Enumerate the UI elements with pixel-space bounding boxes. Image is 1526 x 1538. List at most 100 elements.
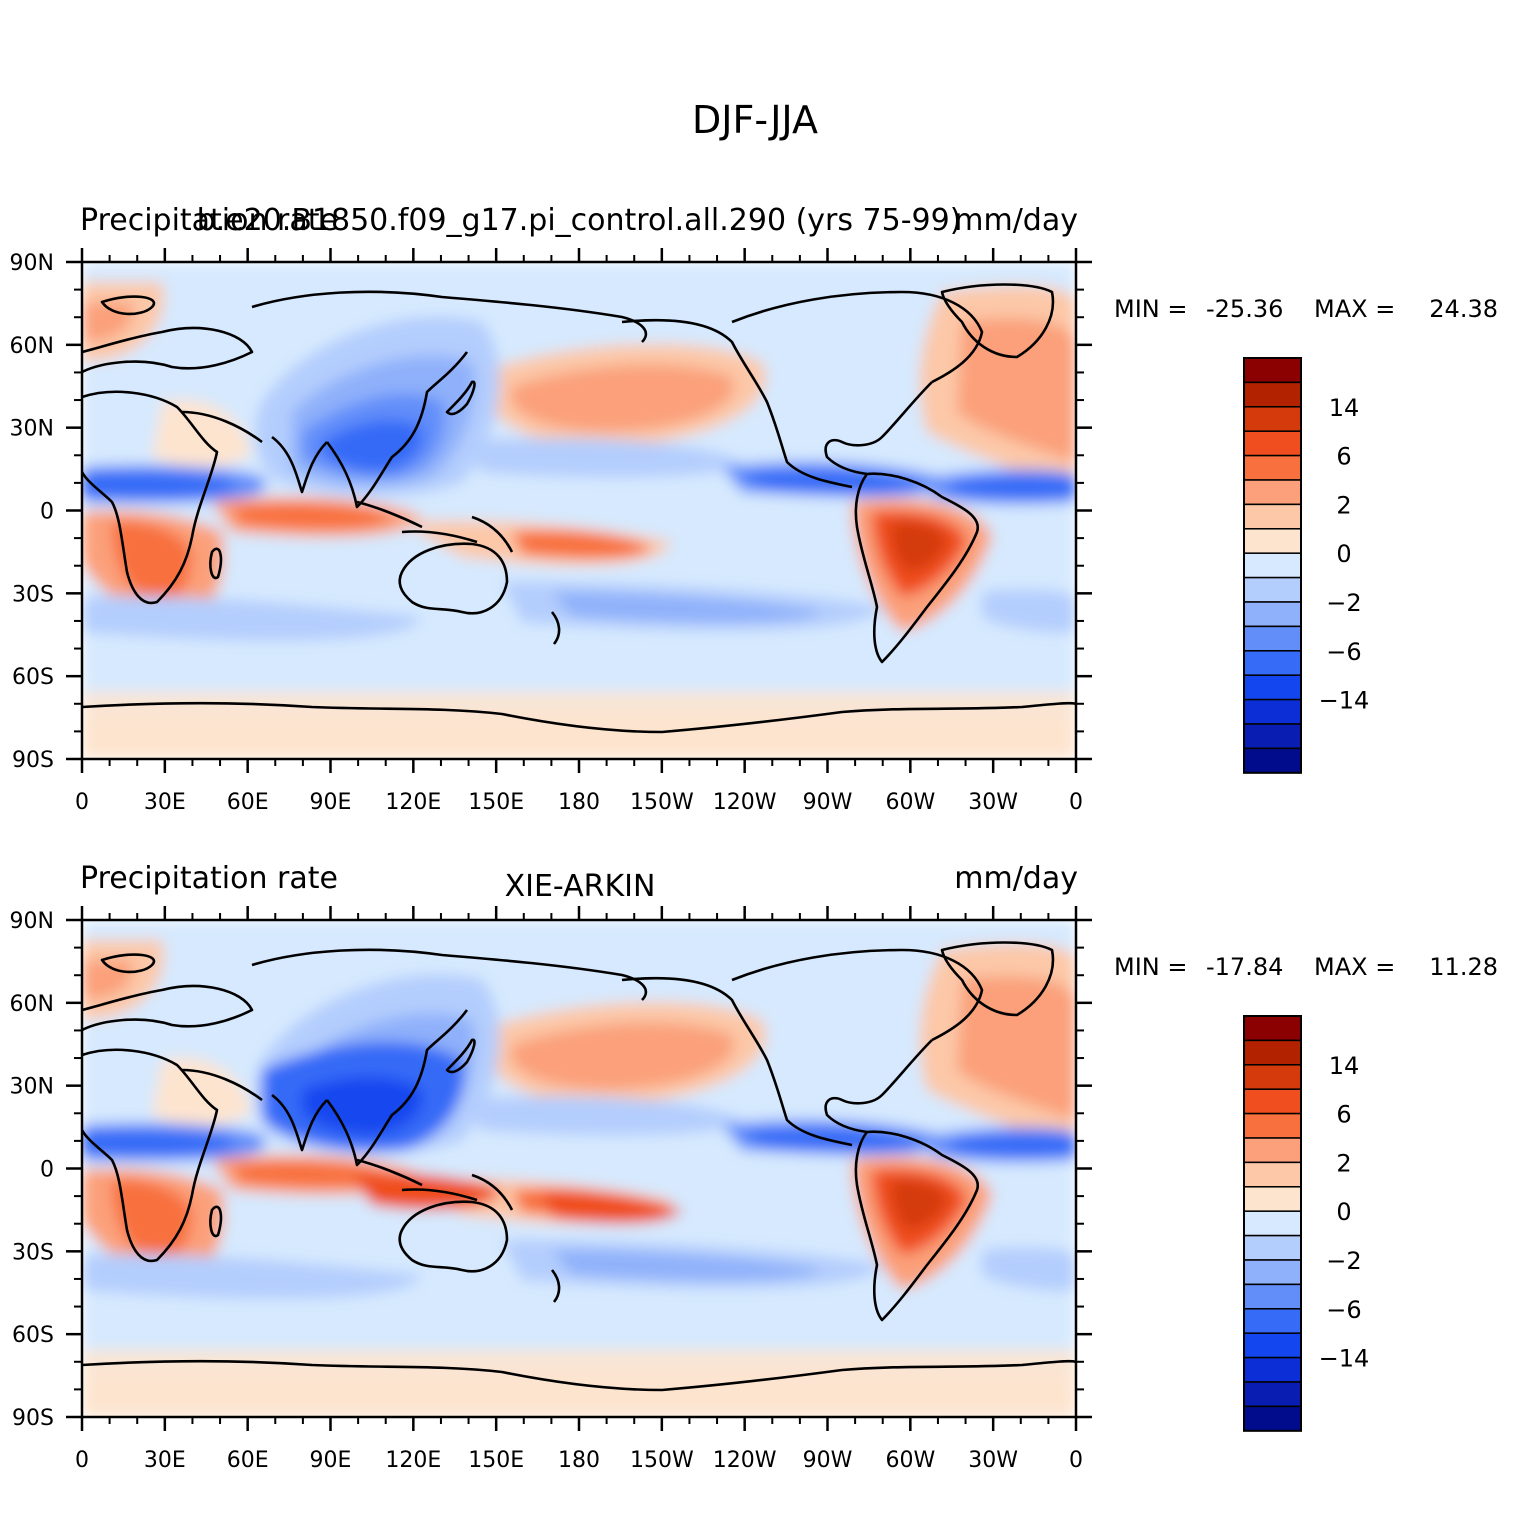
colorbar-swatch — [1243, 1161, 1302, 1188]
panel-model: Precipitation rate b.e20.B1850.f09_g17.p… — [10, 203, 1498, 815]
lon-tick-label: 0 — [75, 1448, 89, 1473]
colorbar-label: 6 — [1336, 1101, 1351, 1129]
colorbar-swatch — [1243, 503, 1302, 530]
lon-tick-label: 30E — [144, 790, 186, 815]
colorbar-swatch — [1243, 1234, 1302, 1261]
colorbar-swatch — [1243, 698, 1302, 725]
panel-observations: Precipitation rate XIE-ARKIN mm/day 0 30E… — [10, 861, 1498, 1473]
colorbar-swatch — [1243, 454, 1302, 481]
lon-tick-label: 0 — [75, 790, 89, 815]
lat-tick-label: 90N — [10, 909, 54, 934]
colorbar-swatch — [1243, 747, 1302, 774]
lon-tick-label: 150E — [468, 1448, 524, 1473]
lon-tick-label: 0 — [1069, 1448, 1083, 1473]
contour-field — [82, 920, 1076, 1417]
panel-left-title: Precipitation rate — [80, 203, 338, 238]
panel-right-title: mm/day — [954, 861, 1078, 896]
figure-title: DJF-JJA — [692, 98, 818, 142]
colorbar-swatch — [1243, 1210, 1302, 1237]
lon-tick-label: 120W — [713, 790, 777, 815]
lat-tick-label: 90N — [10, 251, 54, 276]
colorbar-label: 6 — [1336, 443, 1351, 471]
colorbar-swatch — [1243, 1308, 1302, 1334]
colorbar-swatch — [1243, 1186, 1302, 1212]
lat-tick-label: 60S — [12, 1323, 54, 1348]
colorbar-swatch — [1243, 576, 1302, 603]
lat-tick-label: 60N — [10, 334, 54, 359]
lat-tick-label: 30S — [12, 1240, 54, 1265]
colorbar-swatch — [1243, 601, 1302, 628]
colorbar-swatch — [1243, 1088, 1302, 1115]
lon-tick-label: 90W — [803, 1448, 853, 1473]
colorbar-swatch — [1243, 1356, 1302, 1383]
stats-min-label: MIN = — [1114, 295, 1187, 323]
lon-tick-label: 60W — [885, 1448, 935, 1473]
colorbar-swatch — [1243, 430, 1302, 457]
lon-tick-label: 180 — [558, 1448, 600, 1473]
colorbar-label: 2 — [1336, 491, 1351, 519]
lon-tick-label: 120E — [385, 790, 441, 815]
colorbar: 14 6 2 0 −2 −6 −14 — [1243, 357, 1370, 774]
colorbar-label: 2 — [1336, 1149, 1351, 1177]
lon-tick-label: 60E — [227, 790, 269, 815]
colorbar-label: −2 — [1326, 589, 1361, 617]
stats-max-label: MAX = — [1314, 953, 1395, 981]
lon-tick-label: 30W — [968, 790, 1018, 815]
lon-tick-label: 90W — [803, 790, 853, 815]
panel-right-title: mm/day — [954, 203, 1078, 238]
colorbar-swatch — [1243, 381, 1302, 408]
colorbar-label: −14 — [1319, 687, 1370, 715]
colorbar-swatch — [1243, 1332, 1302, 1359]
colorbar-swatch — [1243, 1015, 1302, 1042]
colorbar-label: 0 — [1336, 1198, 1351, 1226]
lon-tick-label: 60E — [227, 1448, 269, 1473]
lat-tick-label: 60N — [10, 992, 54, 1017]
colorbar-swatch — [1243, 1137, 1302, 1164]
panel-center-title: b.e20.B1850.f09_g17.pi_control.all.290 (… — [197, 203, 962, 238]
colorbar-swatch — [1243, 1405, 1302, 1432]
contour-field — [82, 262, 1076, 759]
colorbar-label: −6 — [1326, 638, 1361, 666]
colorbar-swatch — [1243, 552, 1302, 579]
colorbar-swatch — [1243, 674, 1302, 701]
lon-tick-label: 120E — [385, 1448, 441, 1473]
lat-tick-label: 30S — [12, 582, 54, 607]
lon-tick-label: 150W — [630, 1448, 694, 1473]
colorbar-swatch — [1243, 357, 1302, 384]
stats-min-value: -17.84 — [1206, 953, 1283, 981]
lon-tick-label: 30W — [968, 1448, 1018, 1473]
lon-tick-label: 150W — [630, 790, 694, 815]
lon-tick-label: 90E — [310, 1448, 352, 1473]
colorbar-label: −14 — [1319, 1345, 1370, 1373]
stats-max-label: MAX = — [1314, 295, 1395, 323]
lon-tick-label: 120W — [713, 1448, 777, 1473]
lon-tick-label: 60W — [885, 790, 935, 815]
colorbar-outline — [1243, 357, 1302, 774]
colorbar-swatch — [1243, 1112, 1302, 1139]
colorbar-swatch — [1243, 1259, 1302, 1286]
colorbar-label: −2 — [1326, 1247, 1361, 1275]
colorbar: 14 6 2 0 −2 −6 −14 — [1243, 1015, 1370, 1432]
lon-tick-label: 150E — [468, 790, 524, 815]
colorbar-swatch — [1243, 650, 1302, 676]
colorbar-label: 14 — [1329, 1052, 1360, 1080]
colorbar-label: 0 — [1336, 540, 1351, 568]
colorbar-label: 14 — [1329, 394, 1360, 422]
lat-tick-label: 0 — [40, 500, 54, 525]
lat-tick-label: 90S — [12, 1406, 54, 1431]
stats-max-value: 11.28 — [1429, 953, 1498, 981]
colorbar-outline — [1243, 1015, 1302, 1432]
colorbar-swatch — [1243, 625, 1302, 652]
lon-tick-label: 180 — [558, 790, 600, 815]
colorbar-label: −6 — [1326, 1296, 1361, 1324]
colorbar-swatch — [1243, 479, 1302, 506]
lon-tick-label: 30E — [144, 1448, 186, 1473]
stats-min-label: MIN = — [1114, 953, 1187, 981]
stats-min-value: -25.36 — [1206, 295, 1283, 323]
colorbar-swatch — [1243, 1381, 1302, 1408]
colorbar-swatch — [1243, 1064, 1302, 1090]
lon-tick-label: 90E — [310, 790, 352, 815]
lat-tick-label: 30N — [10, 1075, 54, 1100]
panel-center-title: XIE-ARKIN — [505, 869, 656, 904]
